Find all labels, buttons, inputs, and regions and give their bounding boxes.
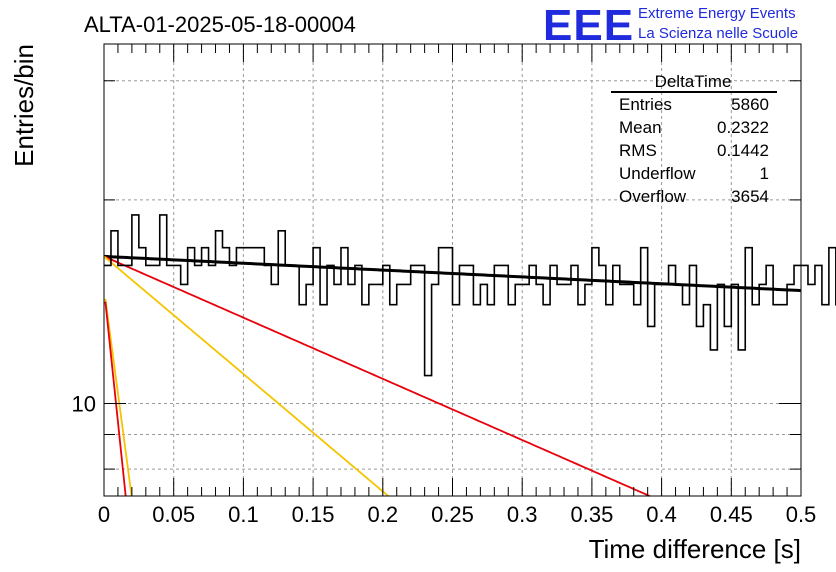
stats-label-mean: Mean [619,118,662,137]
stats-label-entries: Entries [619,95,672,114]
x-tick-label: 0.35 [570,502,613,527]
x-tick-label: 0.1 [228,502,259,527]
stats-label-rms: RMS [619,141,657,160]
eee-logo: EEE Extreme Energy Events La Scienza nel… [543,1,798,50]
stats-label-overflow: Overflow [619,187,687,206]
x-tick-label: 0.45 [710,502,753,527]
x-tick-label: 0.5 [786,502,817,527]
logo-line-2: La Scienza nelle Scuole [638,25,798,42]
fit-curve [104,301,127,497]
x-tick-label: 0.4 [646,502,677,527]
x-tick-label: 0.2 [368,502,399,527]
y-axis-label: Entries/bin [9,44,39,167]
stats-value-mean: 0.2322 [717,118,769,137]
stats-box: DeltaTime Entries 5860 Mean 0.2322 RMS 0… [611,72,777,206]
x-tick-label: 0.3 [507,502,538,527]
histogram-step [104,214,836,377]
x-tick-label: 0 [98,502,110,527]
x-axis: 0 0.05 0.1 0.15 0.2 0.25 0.3 0.35 0.4 0.45 0.5 [98,44,816,527]
logo-text: EEE [543,1,634,50]
stats-value-overflow: 3654 [731,187,769,206]
x-axis-label: Time difference [s] [589,534,801,564]
stats-value-underflow: 1 [760,164,769,183]
fit-curve [104,298,133,497]
y-tick-label: 10 [72,392,96,417]
fit-curve [103,255,389,497]
stats-value-entries: 5860 [731,95,769,114]
y-axis: 10 [72,80,801,470]
stats-name: DeltaTime [655,72,732,91]
chart-title: ALTA-01-2025-05-18-00004 [84,12,356,37]
x-tick-label: 0.25 [431,502,474,527]
x-tick-label: 0.05 [152,502,195,527]
fit-curve [103,255,651,497]
grid [104,44,801,496]
stats-value-rms: 0.1442 [717,141,769,160]
stats-label-underflow: Underflow [619,164,696,183]
logo-line-1: Extreme Energy Events [638,5,796,22]
x-tick-label: 0.15 [292,502,335,527]
histogram-series [104,214,836,377]
